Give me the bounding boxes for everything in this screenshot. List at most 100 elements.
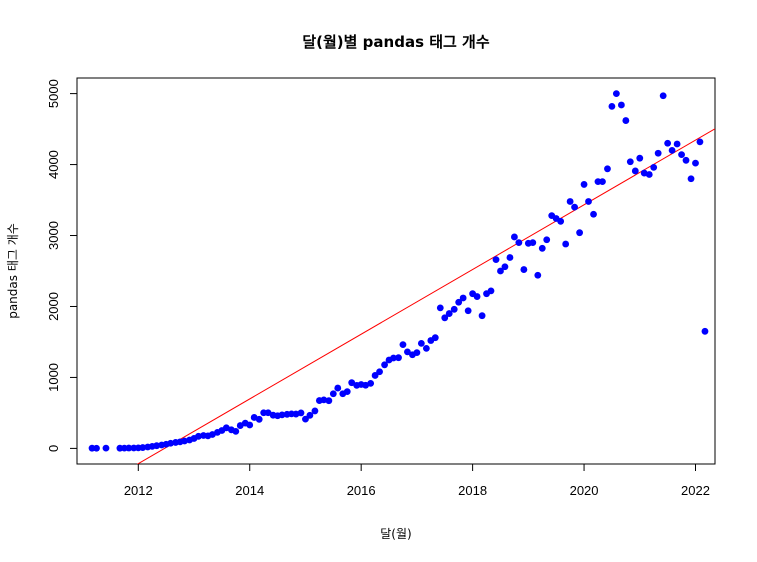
data-point xyxy=(399,341,407,349)
data-point xyxy=(459,294,467,302)
data-point xyxy=(334,384,342,392)
data-point xyxy=(325,397,333,405)
data-point xyxy=(348,379,356,387)
data-point xyxy=(297,409,305,417)
data-point xyxy=(543,236,551,244)
data-point xyxy=(673,140,681,148)
data-point xyxy=(612,90,620,98)
x-axis: 2012 2014 2016 2018 2020 2022 xyxy=(124,463,710,498)
data-point xyxy=(682,156,690,164)
x-axis-title: 달(월) xyxy=(380,527,411,541)
data-point xyxy=(381,361,388,369)
data-point xyxy=(529,239,537,247)
data-point xyxy=(659,92,667,100)
data-point xyxy=(311,407,319,415)
data-point xyxy=(692,159,699,167)
data-point xyxy=(557,217,565,225)
data-point xyxy=(395,354,402,362)
data-point xyxy=(329,390,337,398)
data-point xyxy=(232,427,240,435)
data-point xyxy=(255,415,263,423)
x-tick-label: 2014 xyxy=(235,483,264,498)
y-tick-label: 2000 xyxy=(46,292,61,321)
data-point xyxy=(585,198,592,205)
data-point xyxy=(413,349,421,356)
data-point xyxy=(376,368,383,376)
data-point xyxy=(599,178,606,185)
data-point xyxy=(622,117,630,124)
data-point xyxy=(306,411,314,419)
data-point xyxy=(343,388,351,396)
y-axis-title: pandas 태그 개수 xyxy=(6,223,20,319)
data-point xyxy=(302,415,309,423)
data-point xyxy=(571,203,578,211)
data-point xyxy=(390,354,397,362)
data-point xyxy=(580,181,588,188)
data-point xyxy=(139,444,147,451)
data-point xyxy=(511,233,518,241)
y-axis: 0 1000 2000 3000 4000 5000 xyxy=(46,79,78,452)
data-point xyxy=(417,339,425,347)
data-point xyxy=(696,138,704,146)
data-point xyxy=(626,158,634,166)
regression-line xyxy=(136,128,715,464)
data-point xyxy=(492,256,500,264)
x-tick-label: 2022 xyxy=(681,483,710,498)
data-point xyxy=(487,287,495,295)
data-point xyxy=(678,151,685,159)
data-point xyxy=(246,421,254,429)
data-points xyxy=(88,90,709,452)
data-point xyxy=(506,254,514,261)
data-point xyxy=(576,229,583,237)
data-point xyxy=(93,444,100,452)
data-point xyxy=(478,312,486,320)
data-point xyxy=(515,239,523,247)
data-point xyxy=(608,102,616,110)
data-point xyxy=(431,334,439,342)
data-point xyxy=(455,298,463,306)
data-point xyxy=(664,139,672,147)
y-tick-label: 1000 xyxy=(46,363,61,392)
y-tick-label: 5000 xyxy=(46,79,61,108)
chart-title: 달(월)별 pandas 태그 개수 xyxy=(302,33,490,51)
data-point xyxy=(371,372,379,379)
data-point xyxy=(436,304,444,312)
y-tick-label: 4000 xyxy=(46,150,61,179)
data-point xyxy=(367,379,375,387)
data-point xyxy=(445,310,453,317)
data-point xyxy=(464,307,472,315)
data-point xyxy=(473,293,481,300)
data-point xyxy=(538,244,546,252)
plot-frame xyxy=(76,77,716,465)
data-point xyxy=(701,327,709,335)
regression-line-group xyxy=(136,128,715,464)
data-point xyxy=(650,164,658,171)
data-point xyxy=(404,348,411,356)
data-point xyxy=(153,442,161,450)
data-point xyxy=(167,439,175,447)
data-point xyxy=(604,165,611,173)
x-tick-label: 2012 xyxy=(124,483,153,498)
data-point xyxy=(687,175,695,183)
data-point xyxy=(102,444,110,452)
x-tick-label: 2020 xyxy=(570,483,599,498)
data-point xyxy=(320,396,328,404)
data-point xyxy=(566,198,574,205)
data-point xyxy=(590,210,597,218)
y-tick-label: 3000 xyxy=(46,221,61,250)
data-point xyxy=(645,171,653,178)
data-point xyxy=(617,101,625,109)
data-point xyxy=(450,305,458,313)
data-point xyxy=(631,167,639,175)
data-point xyxy=(534,271,542,279)
data-point xyxy=(520,266,528,273)
y-tick-label: 0 xyxy=(46,445,61,452)
data-point xyxy=(636,154,644,162)
data-point xyxy=(501,263,509,271)
data-point xyxy=(668,146,676,154)
data-point xyxy=(278,411,286,419)
x-tick-label: 2016 xyxy=(347,483,376,498)
data-point xyxy=(422,344,430,352)
data-point xyxy=(125,444,133,452)
